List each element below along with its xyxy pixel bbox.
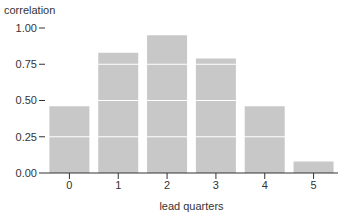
svg-text:0.50: 0.50 xyxy=(16,94,37,106)
svg-text:4: 4 xyxy=(262,179,268,191)
svg-text:5: 5 xyxy=(311,179,317,191)
svg-text:2: 2 xyxy=(164,179,170,191)
svg-text:lead quarters: lead quarters xyxy=(159,200,224,212)
svg-text:1: 1 xyxy=(115,179,121,191)
svg-text:0: 0 xyxy=(66,179,72,191)
svg-text:1.00: 1.00 xyxy=(16,22,37,34)
svg-text:0.75: 0.75 xyxy=(16,58,37,70)
svg-text:3: 3 xyxy=(213,179,219,191)
svg-text:0.25: 0.25 xyxy=(16,131,37,143)
html-text:correlation: correlation xyxy=(4,4,56,16)
svg-text:0.00: 0.00 xyxy=(16,167,37,179)
